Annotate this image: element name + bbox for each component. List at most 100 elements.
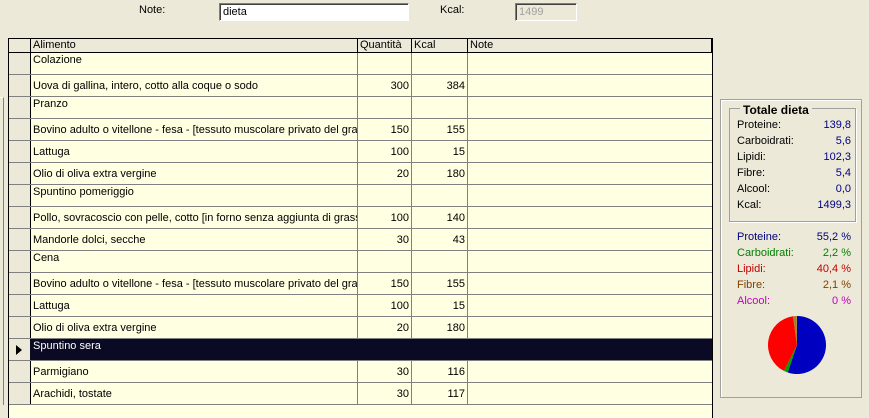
row-selector[interactable] (9, 383, 31, 404)
table-row[interactable]: Bovino adulto o vitellone - fesa - [tess… (9, 273, 712, 295)
table-row[interactable]: Uova di gallina, intero, cotto alla coqu… (9, 75, 712, 97)
row-selector[interactable] (9, 163, 31, 184)
cell-note[interactable] (468, 53, 712, 74)
column-header-note[interactable]: Note (468, 39, 712, 52)
cell-alimento[interactable]: Bovino adulto o vitellone - fesa - [tess… (31, 273, 358, 294)
row-selector[interactable] (9, 119, 31, 140)
row-selector[interactable] (9, 207, 31, 228)
cell-alimento[interactable]: Bovino adulto o vitellone - fesa - [tess… (31, 119, 358, 140)
table-row[interactable]: Olio di oliva extra vergine 20 180 (9, 163, 712, 185)
table-row[interactable]: Lattuga 100 15 (9, 141, 712, 163)
cell-alimento[interactable]: Spuntino sera (31, 339, 358, 360)
cell-kcal[interactable]: 43 (412, 229, 468, 250)
cell-alimento[interactable]: Colazione (31, 53, 358, 74)
cell-note[interactable] (468, 295, 712, 316)
table-row[interactable]: Colazione (9, 53, 712, 75)
cell-kcal[interactable] (412, 97, 468, 118)
cell-note[interactable] (468, 383, 712, 404)
cell-quantita[interactable]: 150 (358, 119, 412, 140)
row-selector[interactable] (9, 229, 31, 250)
cell-note[interactable] (468, 317, 712, 338)
table-row[interactable]: Spuntino sera (9, 339, 712, 361)
table-row[interactable]: Spuntino pomeriggio (9, 185, 712, 207)
table-row[interactable]: Arachidi, tostate 30 117 (9, 383, 712, 405)
row-selector[interactable] (9, 317, 31, 338)
cell-alimento[interactable]: Arachidi, tostate (31, 383, 358, 404)
row-selector[interactable] (9, 75, 31, 96)
cell-kcal[interactable]: 116 (412, 361, 468, 382)
cell-alimento[interactable]: Spuntino pomeriggio (31, 185, 358, 206)
table-row[interactable]: Pollo, sovracoscio con pelle, cotto [in … (9, 207, 712, 229)
cell-note[interactable] (468, 339, 712, 360)
cell-note[interactable] (468, 119, 712, 140)
cell-quantita[interactable] (358, 251, 412, 272)
cell-alimento[interactable]: Pollo, sovracoscio con pelle, cotto [in … (31, 207, 358, 228)
cell-alimento[interactable]: Lattuga (31, 141, 358, 162)
cell-note[interactable] (468, 251, 712, 272)
row-selector[interactable] (9, 141, 31, 162)
cell-quantita[interactable]: 30 (358, 383, 412, 404)
row-selector[interactable] (9, 53, 31, 74)
column-header-alimento[interactable]: Alimento (31, 39, 358, 52)
table-row[interactable]: Pranzo (9, 97, 712, 119)
cell-quantita[interactable]: 20 (358, 317, 412, 338)
cell-alimento[interactable]: Pranzo (31, 97, 358, 118)
table-row[interactable]: Lattuga 100 15 (9, 295, 712, 317)
cell-note[interactable] (468, 163, 712, 184)
cell-note[interactable] (468, 207, 712, 228)
cell-kcal[interactable] (412, 339, 468, 360)
note-input[interactable]: dieta (219, 3, 409, 21)
cell-quantita[interactable]: 300 (358, 75, 412, 96)
cell-quantita[interactable]: 30 (358, 361, 412, 382)
cell-quantita[interactable]: 100 (358, 207, 412, 228)
cell-kcal[interactable]: 180 (412, 163, 468, 184)
cell-quantita[interactable]: 100 (358, 295, 412, 316)
cell-quantita[interactable]: 150 (358, 273, 412, 294)
cell-note[interactable] (468, 185, 712, 206)
cell-kcal[interactable]: 384 (412, 75, 468, 96)
cell-kcal[interactable]: 117 (412, 383, 468, 404)
cell-alimento[interactable]: Parmigiano (31, 361, 358, 382)
table-row[interactable]: Mandorle dolci, secche 30 43 (9, 229, 712, 251)
table-row[interactable]: Olio di oliva extra vergine 20 180 (9, 317, 712, 339)
cell-note[interactable] (468, 141, 712, 162)
column-header-quantita[interactable]: Quantità (358, 39, 412, 52)
cell-kcal[interactable] (412, 53, 468, 74)
cell-quantita[interactable]: 20 (358, 163, 412, 184)
table-row[interactable]: Bovino adulto o vitellone - fesa - [tess… (9, 119, 712, 141)
cell-kcal[interactable]: 155 (412, 119, 468, 140)
row-selector[interactable] (9, 339, 31, 360)
cell-note[interactable] (468, 229, 712, 250)
cell-kcal[interactable] (412, 251, 468, 272)
cell-note[interactable] (468, 97, 712, 118)
row-selector[interactable] (9, 97, 31, 118)
row-selector[interactable] (9, 295, 31, 316)
cell-note[interactable] (468, 361, 712, 382)
cell-quantita[interactable] (358, 97, 412, 118)
cell-quantita[interactable] (358, 185, 412, 206)
table-row[interactable]: Cena (9, 251, 712, 273)
cell-alimento[interactable]: Cena (31, 251, 358, 272)
cell-alimento[interactable]: Olio di oliva extra vergine (31, 163, 358, 184)
cell-alimento[interactable]: Mandorle dolci, secche (31, 229, 358, 250)
cell-quantita[interactable] (358, 339, 412, 360)
row-selector[interactable] (9, 185, 31, 206)
cell-kcal[interactable]: 140 (412, 207, 468, 228)
cell-kcal[interactable]: 15 (412, 295, 468, 316)
cell-alimento[interactable]: Lattuga (31, 295, 358, 316)
cell-quantita[interactable]: 100 (358, 141, 412, 162)
row-selector[interactable] (9, 273, 31, 294)
cell-alimento[interactable]: Olio di oliva extra vergine (31, 317, 358, 338)
cell-kcal[interactable]: 15 (412, 141, 468, 162)
cell-kcal[interactable]: 180 (412, 317, 468, 338)
column-header-kcal[interactable]: Kcal (412, 39, 468, 52)
cell-alimento[interactable]: Uova di gallina, intero, cotto alla coqu… (31, 75, 358, 96)
cell-note[interactable] (468, 75, 712, 96)
cell-note[interactable] (468, 273, 712, 294)
table-row[interactable]: Parmigiano 30 116 (9, 361, 712, 383)
cell-kcal[interactable]: 155 (412, 273, 468, 294)
cell-quantita[interactable] (358, 53, 412, 74)
cell-kcal[interactable] (412, 185, 468, 206)
row-selector[interactable] (9, 251, 31, 272)
row-selector[interactable] (9, 361, 31, 382)
